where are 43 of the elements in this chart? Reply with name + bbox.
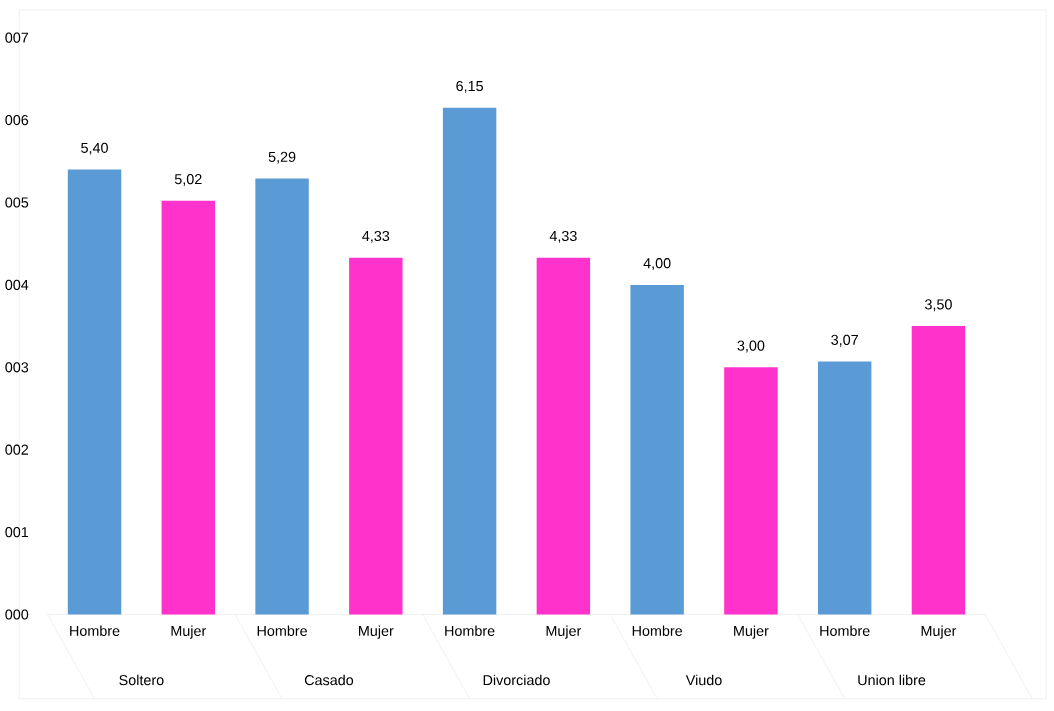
- x-tick-label: Hombre: [257, 625, 307, 637]
- data-label: 5,40: [81, 142, 108, 155]
- y-tick-label: 005: [5, 197, 29, 208]
- text: Divorciado: [483, 674, 550, 686]
- x-tick-label: Mujer: [359, 625, 394, 640]
- data-label: 5,29: [268, 151, 296, 164]
- bar: [911, 326, 966, 615]
- y-tick-label: 003: [5, 362, 29, 373]
- data-label: 3,50: [925, 299, 952, 312]
- bar: [817, 361, 872, 615]
- y-tick-label: 001: [5, 527, 29, 538]
- y-tick-label: 007: [5, 32, 29, 43]
- x-tick-label: Mujer: [171, 625, 207, 640]
- x-tick-label: Mujer: [734, 625, 769, 640]
- text: Union libre: [858, 674, 926, 686]
- data-label: 3,07: [831, 334, 858, 347]
- bar: [442, 107, 497, 615]
- x-tick-label: Hombre: [70, 625, 120, 637]
- data-label: 3,00: [737, 340, 765, 353]
- bar: [349, 257, 403, 615]
- text: Viudo: [685, 674, 722, 686]
- x-tick-label: Hombre: [445, 625, 495, 637]
- data-label: 6,15: [456, 81, 483, 93]
- bar: [255, 178, 309, 615]
- data-label: 5,02: [174, 174, 202, 187]
- y-tick-label: 002: [5, 444, 29, 455]
- bar: [724, 367, 778, 615]
- data-label: 4,00: [643, 258, 671, 271]
- x-tick-label: Mujer: [546, 625, 582, 640]
- bar: [67, 169, 122, 615]
- x-tick-label: Hombre: [632, 625, 683, 637]
- text: Casado: [304, 674, 354, 686]
- x-tick-label: Mujer: [921, 625, 957, 640]
- bar: [630, 285, 684, 615]
- y-tick-label: 000: [5, 609, 29, 620]
- y-tick-label: 004: [5, 279, 29, 291]
- bar: [161, 200, 216, 615]
- bar: [536, 257, 591, 615]
- text: Soltero: [119, 674, 164, 686]
- data-label: 4,33: [549, 231, 577, 243]
- data-label: 4,33: [362, 231, 390, 243]
- x-tick-label: Hombre: [820, 625, 870, 637]
- y-tick-label: 006: [5, 115, 29, 126]
